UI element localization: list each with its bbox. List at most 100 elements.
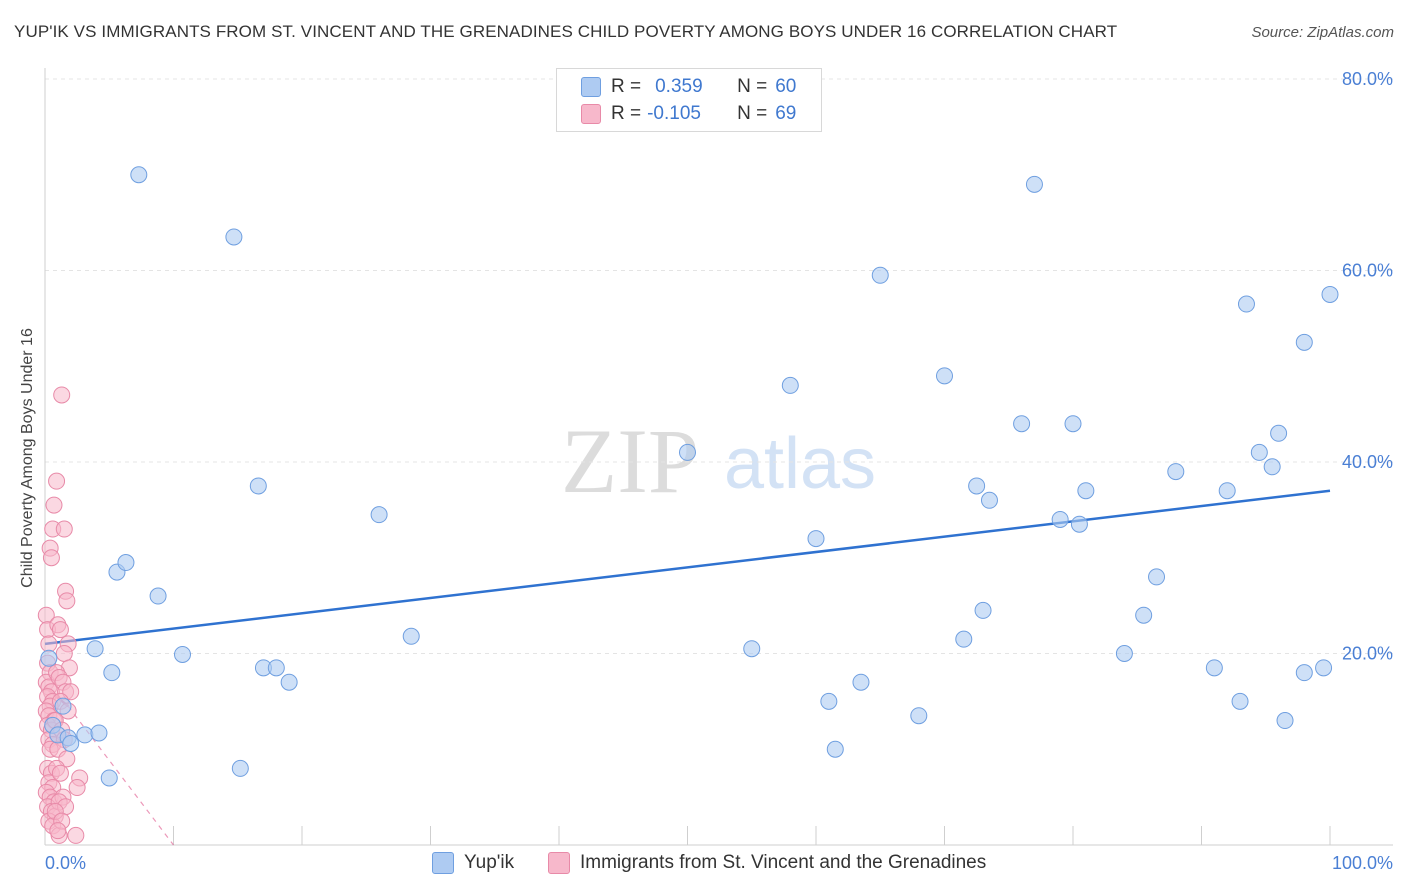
legend-item-yupik: Yup'ik	[432, 852, 514, 874]
point-yupik	[1315, 659, 1333, 677]
point-yupik	[100, 769, 118, 787]
watermark-zip: ZIP	[561, 410, 699, 512]
legend-r-value: -0.105	[647, 103, 701, 124]
point-immigrants	[40, 635, 58, 653]
legend-swatch-yupik	[581, 77, 601, 97]
point-immigrants	[48, 472, 66, 490]
point-yupik	[1167, 463, 1185, 481]
point-yupik	[402, 627, 420, 645]
point-yupik	[781, 376, 799, 394]
point-yupik	[1051, 510, 1069, 528]
point-yupik	[249, 477, 267, 495]
point-yupik	[117, 554, 135, 572]
point-yupik	[370, 506, 388, 524]
point-yupik	[807, 530, 825, 548]
legend-n-label: N =	[737, 76, 768, 97]
point-immigrants	[53, 386, 71, 404]
trend-lines	[44, 489, 1331, 846]
y-tick-label: 60.0%	[1342, 261, 1393, 281]
point-yupik	[1295, 333, 1313, 351]
legend-item-immigrants: Immigrants from St. Vincent and the Gren…	[548, 852, 986, 874]
point-yupik	[1270, 424, 1288, 442]
y-tick-label: 20.0%	[1342, 644, 1393, 664]
point-immigrants	[45, 496, 63, 514]
legend-row-immigrants: R = -0.105 N = 69	[581, 101, 796, 127]
point-yupik	[280, 673, 298, 691]
point-yupik	[955, 630, 973, 648]
point-yupik	[40, 649, 58, 667]
legend-row-yupik: R = 0.359 N = 60	[581, 74, 796, 100]
source-label: Source: ZipAtlas.com	[1251, 24, 1394, 41]
chart-title: YUP'IK VS IMMIGRANTS FROM ST. VINCENT AN…	[14, 22, 1118, 41]
point-immigrants	[68, 779, 86, 797]
y-tick-label: 80.0%	[1342, 69, 1393, 89]
y-tick-label: 40.0%	[1342, 452, 1393, 472]
legend-label-yupik: Yup'ik	[464, 852, 515, 873]
point-immigrants	[55, 520, 73, 538]
point-yupik	[871, 266, 889, 284]
legend-n-label: N =	[737, 103, 768, 124]
point-yupik	[1250, 443, 1268, 461]
point-yupik	[90, 724, 108, 742]
point-yupik	[910, 707, 928, 725]
point-yupik	[76, 726, 94, 744]
point-yupik	[54, 697, 72, 715]
point-yupik	[225, 228, 243, 246]
legend-n-value: 69	[775, 103, 797, 124]
point-immigrants	[51, 764, 69, 782]
legend-swatch-immigrants	[581, 104, 601, 124]
series-legend: Yup'ik Immigrants from St. Vincent and t…	[0, 852, 1406, 878]
point-yupik	[974, 601, 992, 619]
legend-r-label: R =	[611, 103, 642, 124]
watermark-atlas: atlas	[724, 424, 876, 504]
point-yupik	[103, 664, 121, 682]
point-yupik	[1218, 482, 1236, 500]
point-yupik	[231, 759, 249, 777]
data-points	[37, 166, 1339, 844]
point-yupik	[130, 166, 148, 184]
point-yupik	[743, 640, 761, 658]
point-yupik	[936, 367, 953, 385]
point-yupik	[1237, 295, 1255, 313]
point-yupik	[1064, 415, 1082, 433]
watermark: ZIP atlas	[561, 410, 876, 512]
point-yupik	[86, 640, 104, 658]
legend-n-value: 60	[775, 76, 797, 97]
tick-labels: 20.0% 40.0% 60.0% 80.0% 0.0% 100.0%	[45, 69, 1393, 873]
point-immigrants	[67, 826, 85, 844]
point-immigrants	[49, 822, 67, 840]
point-yupik	[980, 491, 998, 509]
stats-legend: R = 0.359 N = 60 R = -0.105 N = 69	[556, 68, 822, 132]
trend-line-yupik	[44, 489, 1331, 646]
point-yupik	[1115, 645, 1133, 662]
legend-label-immigrants: Immigrants from St. Vincent and the Gren…	[580, 852, 987, 873]
point-yupik	[1013, 415, 1031, 433]
point-yupik	[1025, 175, 1043, 193]
point-yupik	[679, 443, 696, 461]
point-yupik	[1205, 659, 1223, 677]
legend-swatch-yupik	[432, 852, 454, 874]
point-yupik	[149, 587, 167, 605]
point-yupik	[1148, 568, 1166, 586]
point-yupik	[173, 645, 191, 663]
grid	[45, 78, 1393, 654]
point-immigrants	[51, 621, 69, 639]
legend-r-value: 0.359	[655, 76, 703, 97]
legend-swatch-immigrants	[548, 852, 570, 874]
point-yupik	[826, 740, 844, 758]
point-yupik	[968, 477, 986, 495]
axes	[44, 68, 1393, 846]
point-yupik	[1070, 515, 1088, 533]
point-yupik	[852, 673, 870, 691]
point-yupik	[62, 735, 80, 753]
point-immigrants	[42, 549, 60, 567]
point-yupik	[267, 659, 285, 677]
point-yupik	[1263, 458, 1281, 476]
point-immigrants	[55, 645, 73, 662]
point-yupik	[1276, 712, 1294, 730]
point-yupik	[1231, 692, 1249, 710]
x-tick-label: 0.0%	[45, 853, 86, 873]
point-yupik	[1135, 606, 1153, 624]
point-immigrants	[58, 592, 76, 610]
